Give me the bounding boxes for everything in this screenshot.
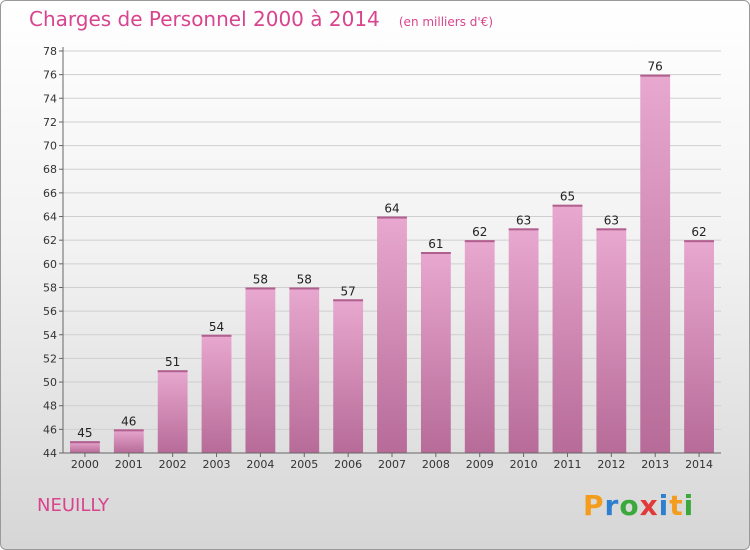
bar-top-edge [420, 252, 451, 254]
y-tick-label: 54 [43, 329, 57, 342]
y-tick-label: 66 [43, 187, 57, 200]
bar-value-label: 61 [428, 237, 443, 251]
y-tick-label: 74 [43, 92, 57, 105]
bar-value-label: 65 [560, 190, 575, 204]
bar [640, 74, 671, 453]
chart-unit: (en milliers d'€) [398, 15, 493, 29]
x-tick-label: 2008 [422, 458, 450, 471]
bar-top-edge [70, 441, 100, 444]
x-tick-label: 2013 [641, 458, 669, 471]
x-tick-label: 2003 [203, 458, 231, 471]
bar [464, 240, 495, 453]
bar-value-label: 76 [648, 60, 663, 74]
bar-top-edge [289, 287, 320, 290]
bar [333, 299, 364, 453]
y-tick-label: 62 [43, 234, 57, 247]
y-tick-label: 72 [43, 116, 57, 129]
bar-value-label: 57 [340, 284, 355, 298]
bar [420, 252, 451, 453]
bar [157, 370, 188, 453]
bar [552, 204, 583, 453]
x-tick-label: 2000 [71, 458, 99, 471]
bar-top-edge [333, 299, 364, 302]
x-tick-label: 2014 [685, 458, 713, 471]
bar-top-edge [684, 240, 714, 243]
bar-top-edge [245, 287, 276, 290]
proxiti-logo: Proxiti [583, 489, 694, 522]
y-tick-label: 78 [43, 45, 57, 58]
bar-top-edge [113, 429, 144, 432]
y-tick-label: 48 [43, 400, 57, 413]
y-tick-label: 60 [43, 258, 57, 271]
bar-value-label: 51 [165, 355, 180, 369]
town-label: NEUILLY [37, 495, 109, 516]
y-tick-label: 56 [43, 305, 57, 318]
y-tick-label: 46 [43, 423, 57, 436]
bar-value-label: 62 [691, 225, 706, 239]
bar [596, 228, 627, 453]
y-tick-label: 52 [43, 352, 57, 365]
y-tick-label: 58 [43, 281, 57, 294]
bar-value-label: 54 [209, 320, 224, 334]
bar-value-label: 58 [253, 272, 268, 286]
bar-top-edge [464, 240, 495, 243]
bar-top-edge [596, 228, 627, 231]
logo-letter: o [619, 489, 640, 522]
logo-letter: t [669, 489, 684, 522]
bar-top-edge [201, 334, 232, 337]
bar-top-edge [508, 228, 539, 231]
bars-layer: 45 46 51 54 58 58 57 64 61 62 63 65 63 76 62 [70, 60, 714, 453]
logo-letter: P [583, 489, 605, 522]
chart-title: Charges de Personnel 2000 à 2014 [29, 7, 380, 31]
logo-letter: i [683, 489, 695, 522]
bar [289, 287, 320, 453]
bar-top-edge [157, 370, 188, 373]
axis-layer: 44 46 48 50 52 54 56 58 60 62 64 66 68 70 72 74 76 78 2000… [43, 45, 721, 471]
bar [70, 441, 100, 453]
bar [377, 216, 407, 453]
title-row: Charges de Personnel 2000 à 2014 (en mil… [29, 7, 493, 31]
bar-value-label: 64 [384, 202, 399, 216]
y-tick-label: 44 [43, 447, 57, 460]
x-tick-label: 2011 [553, 458, 581, 471]
bar [684, 240, 714, 453]
bar-value-label: 58 [297, 272, 312, 286]
x-tick-label: 2009 [466, 458, 494, 471]
logo-letter: i [658, 489, 670, 522]
bar [508, 228, 539, 453]
bar [201, 334, 232, 453]
x-tick-label: 2002 [159, 458, 187, 471]
x-tick-label: 2010 [510, 458, 538, 471]
bar-value-label: 63 [516, 213, 531, 227]
y-tick-label: 70 [43, 140, 57, 153]
bar [113, 429, 144, 453]
x-tick-label: 2012 [597, 458, 625, 471]
bar-value-label: 63 [604, 213, 619, 227]
bar-top-edge [640, 74, 671, 77]
x-tick-label: 2001 [115, 458, 143, 471]
y-tick-label: 68 [43, 163, 57, 176]
bar [245, 287, 276, 453]
y-tick-label: 76 [43, 69, 57, 82]
x-tick-label: 2006 [334, 458, 362, 471]
y-tick-label: 64 [43, 211, 57, 224]
x-tick-label: 2005 [290, 458, 318, 471]
bar-value-label: 62 [472, 225, 487, 239]
logo-letter: x [639, 489, 659, 522]
bar-value-label: 45 [77, 426, 92, 440]
bar-top-edge [552, 204, 583, 207]
x-tick-label: 2007 [378, 458, 406, 471]
x-tick-label: 2004 [246, 458, 274, 471]
bar-top-edge [377, 216, 407, 219]
bar-value-label: 46 [121, 414, 136, 428]
y-tick-label: 50 [43, 376, 57, 389]
logo-letter: r [604, 489, 620, 522]
